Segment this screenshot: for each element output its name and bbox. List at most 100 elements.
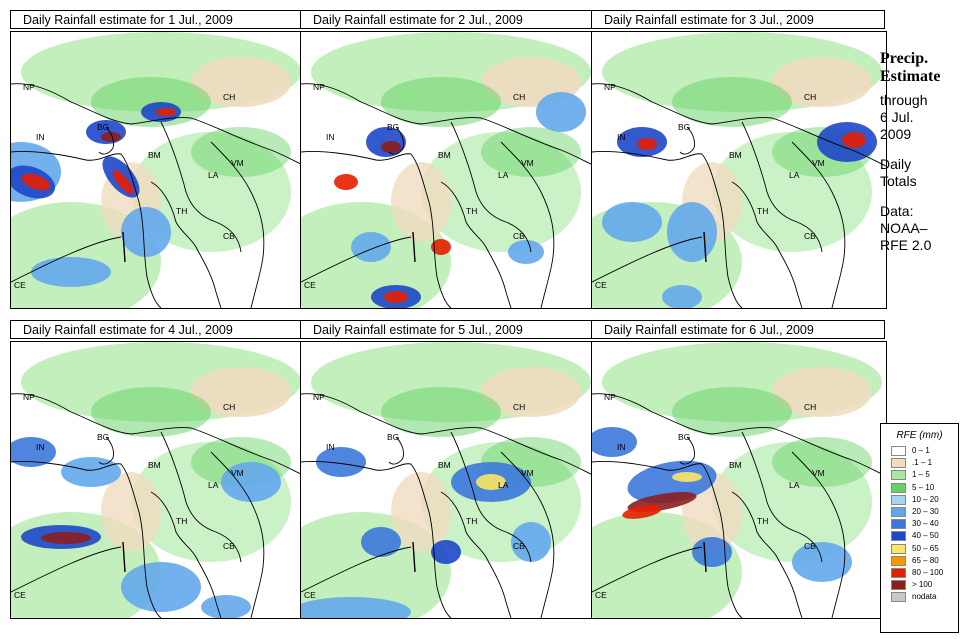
- coastline: [210, 141, 265, 308]
- region-label: VM: [812, 468, 825, 478]
- coastline: [731, 181, 803, 308]
- legend-label: 65 – 80: [912, 555, 939, 565]
- region-label: NP: [604, 82, 616, 92]
- rainfall-cell: [672, 472, 702, 482]
- border-line: [388, 436, 404, 465]
- region-label: IN: [617, 132, 626, 142]
- trace-rain-area: [191, 367, 291, 417]
- coastline: [500, 141, 555, 308]
- panel-title: Daily Rainfall estimate for 1 Jul., 2009: [10, 10, 304, 29]
- rainfall-cell: [692, 537, 732, 567]
- border-line: [679, 126, 695, 155]
- legend-swatch: [891, 506, 906, 517]
- legend-label: nodata: [912, 592, 937, 602]
- rainfall-cell: [627, 460, 717, 504]
- region-label: NP: [604, 392, 616, 402]
- region-label: VM: [521, 158, 534, 168]
- rainfall-cell: [476, 474, 506, 490]
- region-label: CB: [223, 541, 235, 551]
- region-label: NP: [313, 82, 325, 92]
- side-info: Precip. Estimate through 6 Jul. 2009 Dai…: [880, 50, 965, 254]
- rainfall-cell: [121, 207, 171, 257]
- region-label: BM: [148, 460, 161, 470]
- rainfall-cell: [431, 540, 461, 564]
- border-line: [741, 121, 823, 253]
- island-line: [412, 541, 416, 573]
- region-label: BG: [97, 122, 109, 132]
- rainfall-cell: [637, 138, 657, 150]
- region-label: CE: [14, 280, 26, 290]
- region-label: CE: [14, 590, 26, 600]
- trace-rain-area: [191, 57, 291, 107]
- rainfall-cell: [667, 202, 717, 262]
- coastline: [592, 151, 743, 308]
- legend-label: 5 – 10: [912, 482, 935, 492]
- trace-rain-area: [772, 367, 872, 417]
- legend-item: .1 – 1: [881, 457, 958, 469]
- border-line: [450, 431, 532, 563]
- legend-swatch: [891, 482, 906, 493]
- legend-item: 20 – 30: [881, 506, 958, 518]
- rainfall-cell: [602, 202, 662, 242]
- border-line: [11, 236, 122, 283]
- rainfall-cell: [592, 427, 637, 457]
- region-label: CH: [513, 402, 525, 412]
- border-line: [450, 121, 532, 253]
- region-label: IN: [326, 132, 335, 142]
- region-label: IN: [36, 442, 45, 452]
- region-label: BM: [729, 460, 742, 470]
- border-line: [301, 393, 595, 477]
- legend-item: 65 – 80: [881, 555, 958, 567]
- legend-item: 1 – 5: [881, 469, 958, 481]
- legend-item: 80 – 100: [881, 567, 958, 579]
- border-line: [160, 431, 242, 563]
- rainfall-cell: [662, 285, 702, 308]
- light-rain-area: [421, 132, 581, 252]
- legend-label: 40 – 50: [912, 531, 939, 541]
- legend-item: 30 – 40: [881, 518, 958, 530]
- region-label: VM: [231, 468, 244, 478]
- border-line: [592, 83, 886, 167]
- region-label: CB: [804, 231, 816, 241]
- region-label: CH: [804, 402, 816, 412]
- map-canvas: NP IN BG CH BM VM LA TH CB CE: [11, 32, 305, 308]
- rainfall-cell: [842, 132, 866, 148]
- coastline: [791, 141, 846, 308]
- panel-title: Daily Rainfall estimate for 6 Jul., 2009: [591, 320, 885, 339]
- legend-swatch: [891, 592, 906, 603]
- island-line: [122, 541, 126, 573]
- trace-rain-area: [101, 472, 161, 552]
- legend-swatch: [891, 446, 906, 456]
- legend-item: 40 – 50: [881, 530, 958, 542]
- legend-item: 5 – 10: [881, 482, 958, 494]
- moderate-rain-area: [91, 77, 211, 127]
- region-label: TH: [757, 206, 768, 216]
- border-line: [11, 546, 122, 593]
- rainfall-map: NP IN BG CH BM VM LA TH CB CE: [591, 31, 887, 309]
- legend-label: 80 – 100: [912, 567, 944, 577]
- moderate-rain-area: [672, 77, 792, 127]
- region-label: TH: [176, 206, 187, 216]
- region-label: BM: [438, 460, 451, 470]
- rainfall-cell: [301, 597, 411, 618]
- coastline: [11, 461, 162, 618]
- region-label: CE: [595, 590, 607, 600]
- light-rain-area: [712, 442, 872, 562]
- region-label: BM: [729, 150, 742, 160]
- border-line: [592, 546, 703, 593]
- region-label: VM: [521, 468, 534, 478]
- region-label: LA: [498, 170, 509, 180]
- moderate-rain-area: [91, 387, 211, 437]
- rainfall-map: NP IN BG CH BM VM LA TH CB CE: [300, 31, 596, 309]
- border-line: [98, 436, 114, 465]
- border-line: [11, 393, 305, 477]
- region-label: LA: [498, 480, 509, 490]
- rainfall-cell: [381, 141, 401, 153]
- island-line: [703, 541, 707, 573]
- trace-rain-area: [772, 57, 872, 107]
- region-label: CB: [513, 231, 525, 241]
- rainfall-cell: [511, 522, 551, 562]
- rainfall-cell: [221, 462, 281, 502]
- coastline: [592, 461, 743, 618]
- date-line-2: 2009: [880, 126, 912, 142]
